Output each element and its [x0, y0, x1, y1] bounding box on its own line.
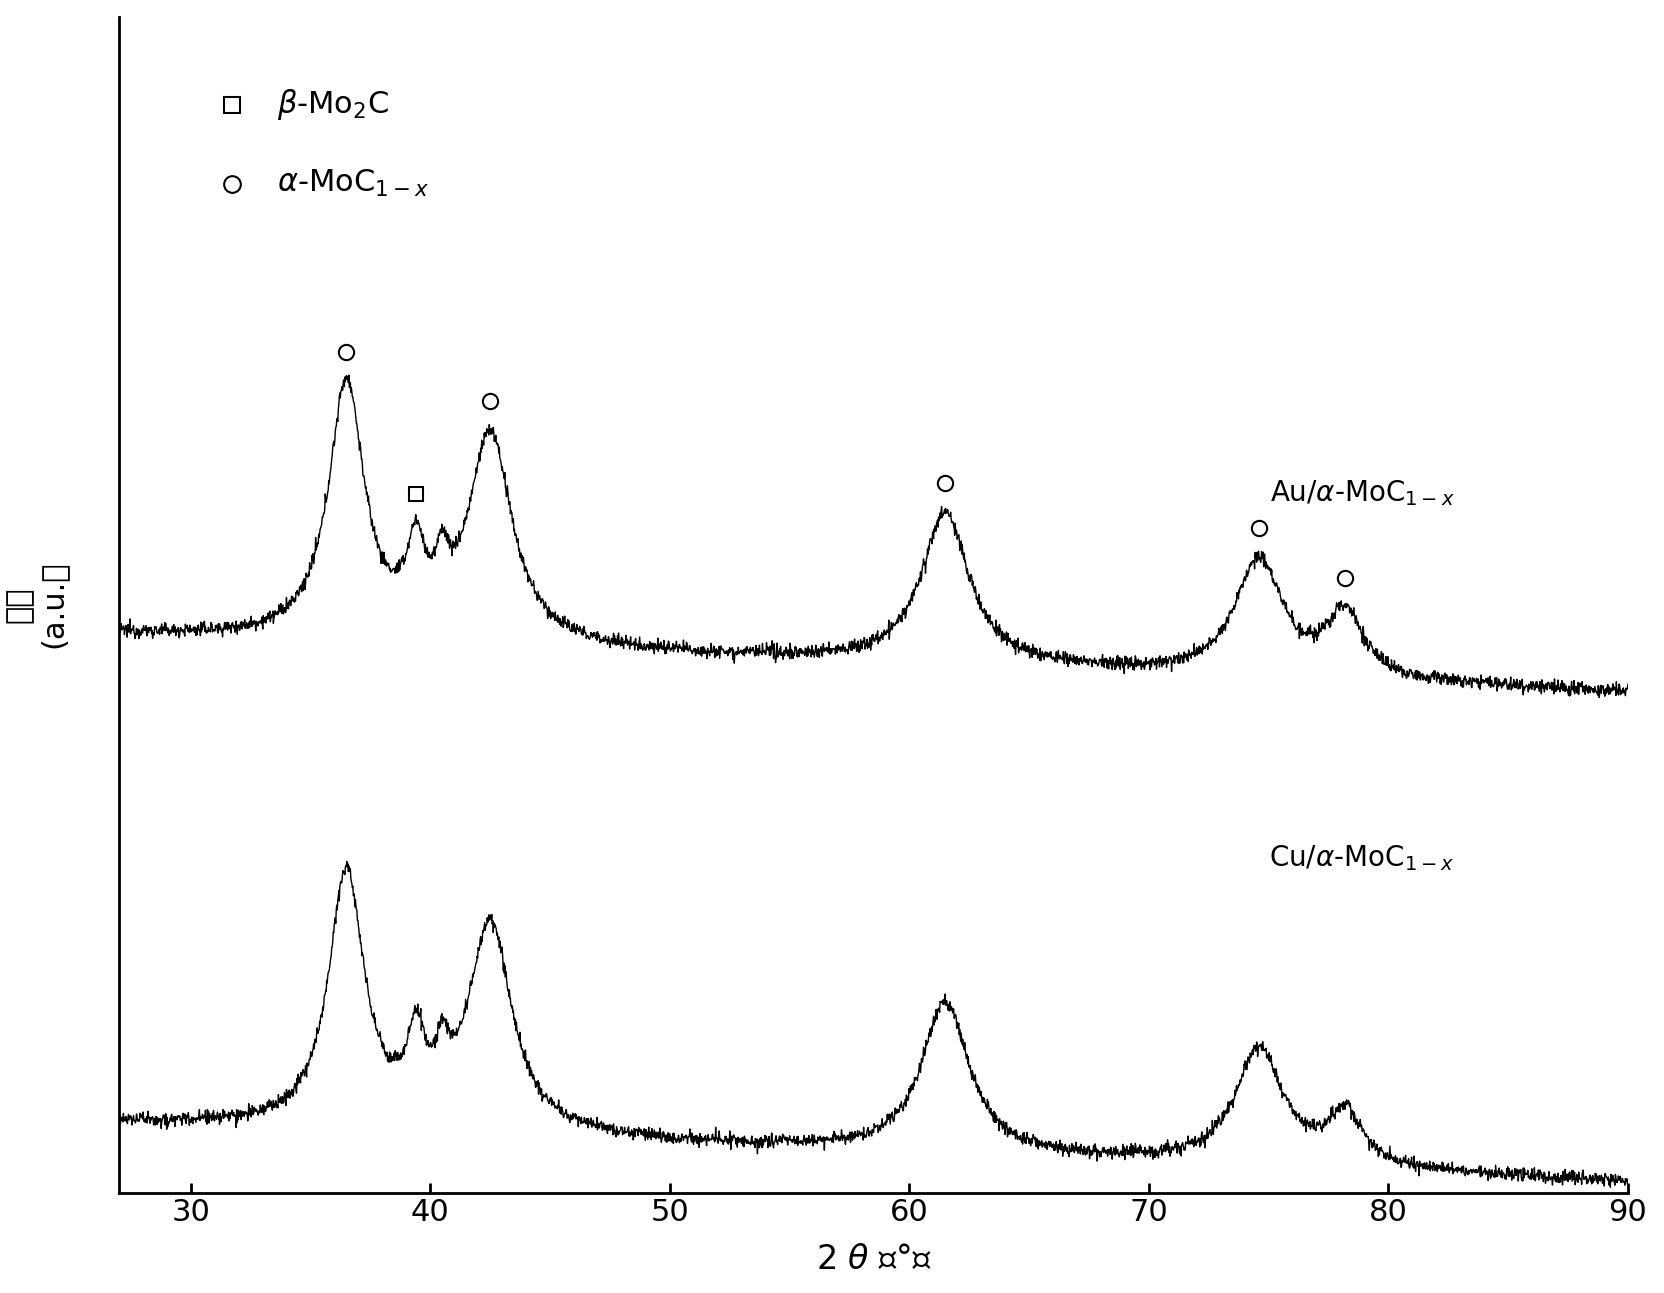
X-axis label: 2 $\theta$ （°）: 2 $\theta$ （°） — [815, 1244, 932, 1276]
Text: $\alpha$-MoC$_{1-x}$: $\alpha$-MoC$_{1-x}$ — [278, 168, 429, 199]
Text: 强度
(a.u.）: 强度 (a.u.） — [5, 561, 67, 649]
Text: $\beta$-Mo$_2$C: $\beta$-Mo$_2$C — [278, 88, 389, 123]
Text: Au/$\alpha$-MoC$_{1-x}$: Au/$\alpha$-MoC$_{1-x}$ — [1270, 478, 1454, 508]
Text: Cu/$\alpha$-MoC$_{1-x}$: Cu/$\alpha$-MoC$_{1-x}$ — [1270, 843, 1454, 873]
